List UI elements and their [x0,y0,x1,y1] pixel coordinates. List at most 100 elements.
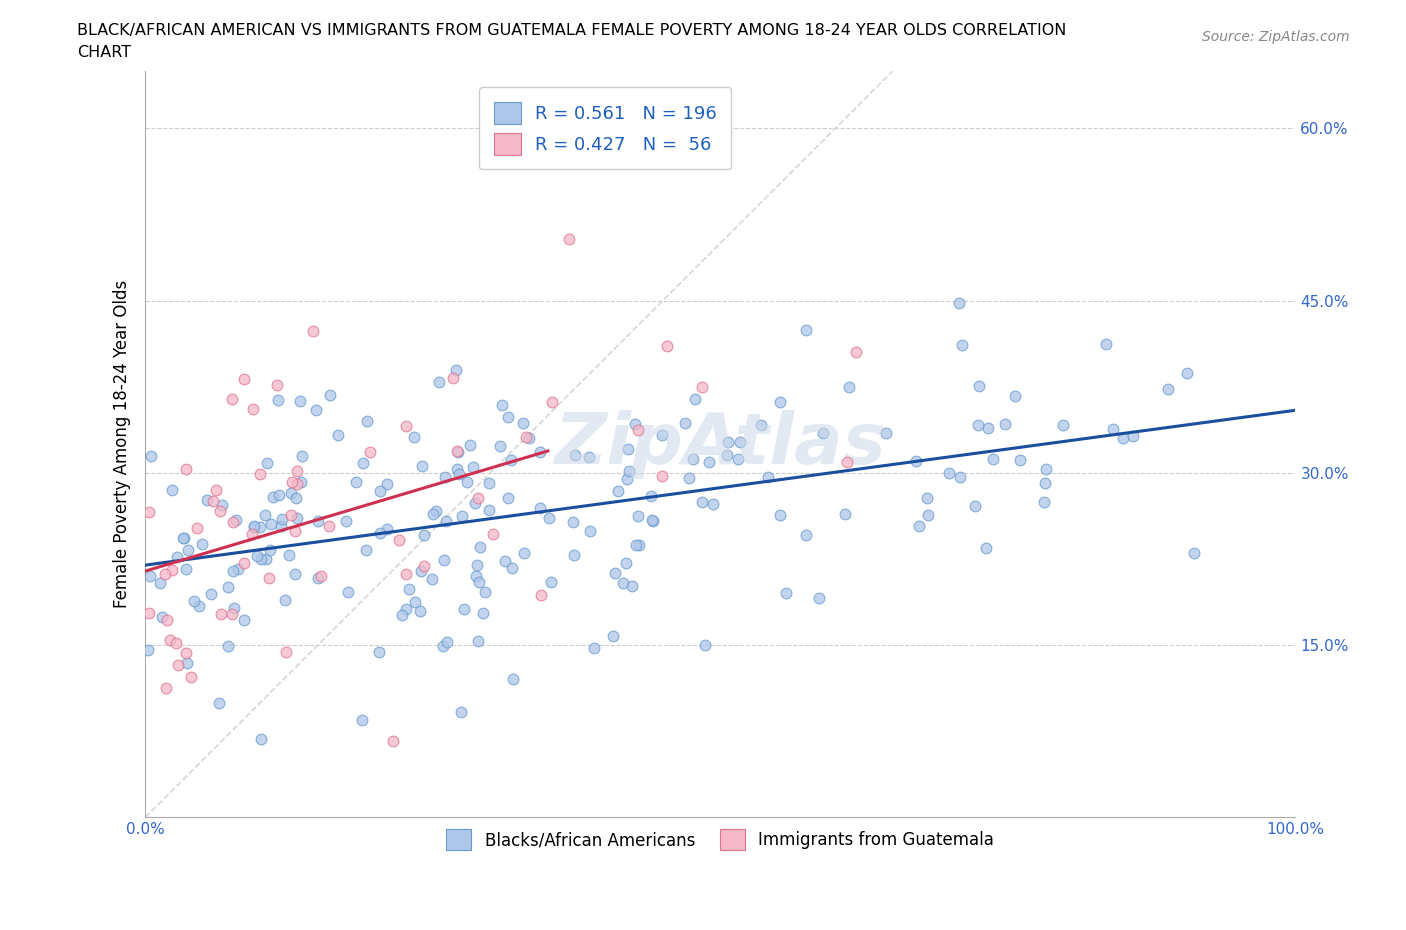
Point [285,476,308,491]
Point [420,571,443,586]
Point [159,632,181,647]
Point [307,570,329,585]
Point [243,518,266,533]
Point [411,458,433,473]
Point [209,504,232,519]
Point [139,448,162,463]
Point [205,483,228,498]
Point [756,469,779,484]
Point [281,474,304,489]
Point [160,483,183,498]
Point [368,644,391,659]
Point [467,490,489,505]
Point [458,438,481,453]
Point [716,447,738,462]
Point [249,731,271,746]
Point [1175,365,1198,380]
Point [948,296,970,311]
Point [402,430,425,445]
Point [201,493,224,508]
Point [617,464,640,479]
Point [606,484,628,498]
Point [254,551,277,566]
Point [491,397,513,412]
Point [749,418,772,432]
Point [512,416,534,431]
Point [176,656,198,671]
Point [226,562,249,577]
Text: Source: ZipAtlas.com: Source: ZipAtlas.com [1202,30,1350,44]
Point [242,519,264,534]
Point [434,513,457,528]
Point [381,734,404,749]
Point [166,550,188,565]
Point [967,379,990,393]
Point [328,427,350,442]
Point [309,569,332,584]
Point [422,507,444,522]
Point [641,513,664,528]
Point [270,519,292,534]
Point [352,456,374,471]
Point [413,558,436,573]
Point [614,555,637,570]
Point [395,602,418,617]
Point [467,634,489,649]
Point [304,403,326,418]
Point [165,635,187,650]
Point [155,681,177,696]
Point [427,374,450,389]
Point [413,527,436,542]
Point [284,524,307,538]
Point [446,461,468,476]
Point [617,442,640,457]
Point [541,394,564,409]
Point [209,606,232,621]
Point [285,464,308,479]
Point [558,232,581,246]
Point [277,548,299,563]
Point [274,592,297,607]
Point [627,538,650,552]
Point [232,372,254,387]
Point [1122,429,1144,444]
Point [436,634,458,649]
Point [682,451,704,466]
Point [222,564,245,578]
Point [433,552,456,567]
Point [621,578,644,593]
Point [496,491,519,506]
Point [651,428,673,443]
Point [470,539,492,554]
Point [537,511,560,525]
Point [949,470,972,485]
Point [222,515,245,530]
Point [905,454,928,469]
Point [453,601,475,616]
Point [245,548,267,563]
Point [977,420,1000,435]
Point [794,528,817,543]
Point [1033,476,1056,491]
Point [136,643,159,658]
Point [262,490,284,505]
Point [160,563,183,578]
Point [432,639,454,654]
Point [994,417,1017,432]
Point [907,519,929,534]
Point [391,608,413,623]
Point [270,512,292,527]
Point [138,504,160,519]
Point [602,629,624,644]
Point [433,469,456,484]
Point [174,645,197,660]
Point [377,522,399,537]
Point [280,485,302,500]
Point [845,344,868,359]
Point [963,498,986,513]
Point [138,568,160,583]
Point [200,587,222,602]
Point [409,604,432,618]
Point [1094,336,1116,351]
Point [195,493,218,508]
